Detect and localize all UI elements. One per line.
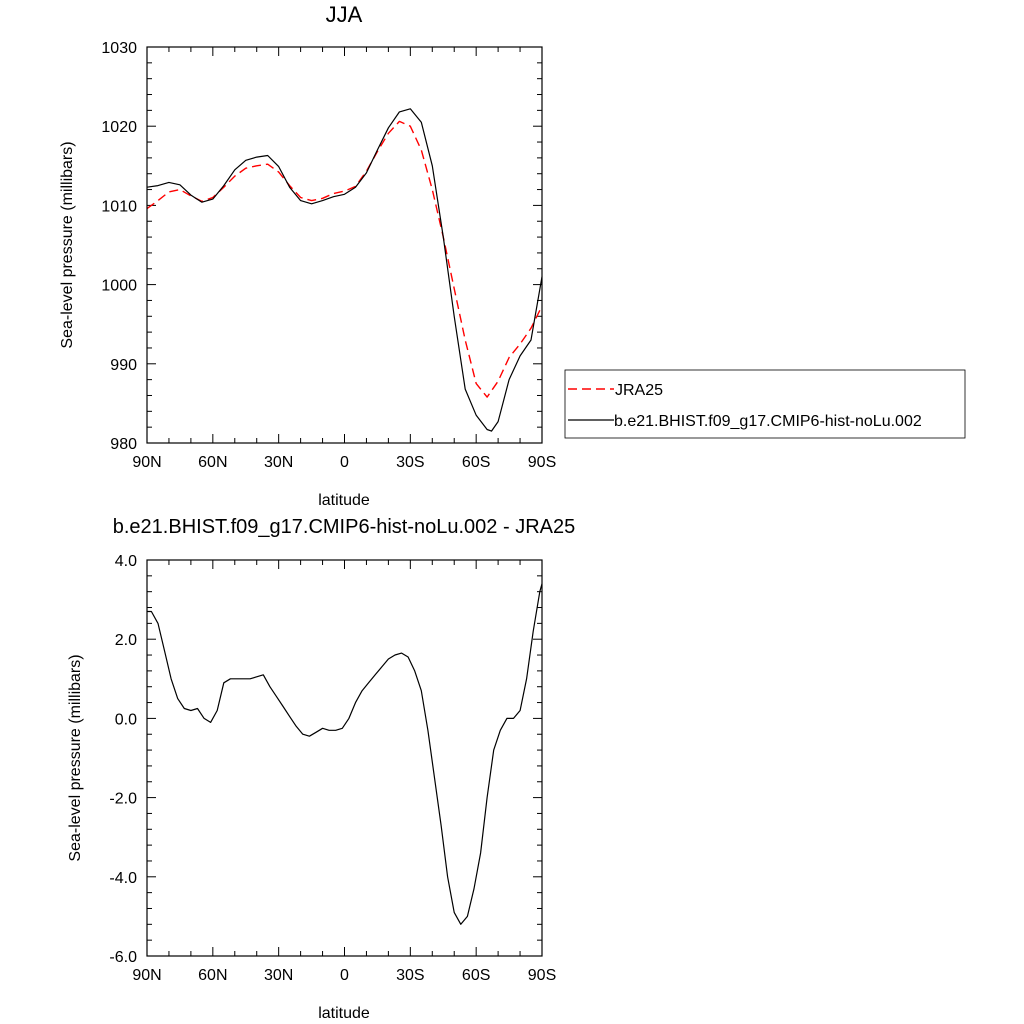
series-group — [146, 108, 543, 432]
y-tick-label: 4.0 — [115, 553, 137, 570]
legend-box — [564, 369, 966, 439]
y-tick-label: 0.0 — [115, 711, 137, 728]
x-tick-label: 0 — [340, 967, 349, 984]
y-axis-label: Sea-level pressure (millibars) — [59, 141, 76, 348]
x-axis-label: latitude — [318, 492, 370, 509]
series-line-model — [147, 583, 543, 925]
legend: JRA25 b.e21.BHIST.f09_g17.CMIP6-hist-noL… — [564, 369, 966, 439]
legend-label-model: b.e21.BHIST.f09_g17.CMIP6-hist-noLu.002 — [614, 413, 922, 430]
x-tick-label: 60S — [462, 454, 490, 471]
y-tick-label: 1020 — [101, 119, 137, 136]
y-tick-label: -4.0 — [109, 870, 137, 887]
x-tick-label: 60N — [198, 967, 227, 984]
y-axis-label: Sea-level pressure (millibars) — [67, 654, 84, 861]
axis-ticks: 90N 60N 30N 0 30S 60S 90S -6.0 -4.0 -2.0 0.0 2.0 4.0 — [109, 553, 556, 984]
plot-frame — [146, 559, 543, 957]
series-line-jra25 — [146, 120, 543, 398]
x-tick-label: 30N — [264, 454, 293, 471]
x-tick-label: 0 — [340, 454, 349, 471]
y-tick-label: 980 — [110, 436, 137, 453]
x-tick-label: 30S — [396, 967, 424, 984]
y-tick-label: 2.0 — [115, 632, 137, 649]
jja-slp-chart: JJA latitude Sea-level pressure (milliba… — [59, 2, 556, 509]
y-tick-label: 1030 — [101, 40, 137, 57]
plot-frame — [146, 46, 543, 444]
x-tick-label: 30N — [264, 967, 293, 984]
y-tick-label: -6.0 — [109, 949, 137, 966]
chart-title: b.e21.BHIST.f09_g17.CMIP6-hist-noLu.002 … — [113, 516, 575, 538]
series-line-model — [146, 108, 543, 432]
axis-ticks: 90N 60N 30N 0 30S 60S 90S 980 990 1000 1010 1020 103… — [101, 40, 556, 471]
x-tick-label: 30S — [396, 454, 424, 471]
x-tick-label: 90N — [132, 967, 161, 984]
x-axis-label: latitude — [318, 1005, 370, 1022]
y-tick-label: 990 — [110, 357, 137, 374]
difference-chart: b.e21.BHIST.f09_g17.CMIP6-hist-noLu.002 … — [67, 516, 575, 1022]
x-tick-label: 60N — [198, 454, 227, 471]
legend-label-jra25: JRA25 — [615, 382, 663, 399]
x-tick-label: 90S — [528, 967, 556, 984]
y-tick-label: 1000 — [101, 278, 137, 295]
x-tick-label: 90N — [132, 454, 161, 471]
x-tick-label: 90S — [528, 454, 556, 471]
y-tick-label: 1010 — [101, 198, 137, 215]
series-group — [147, 583, 543, 925]
x-tick-label: 60S — [462, 967, 490, 984]
chart-title: JJA — [326, 2, 363, 27]
y-tick-label: -2.0 — [109, 791, 137, 808]
